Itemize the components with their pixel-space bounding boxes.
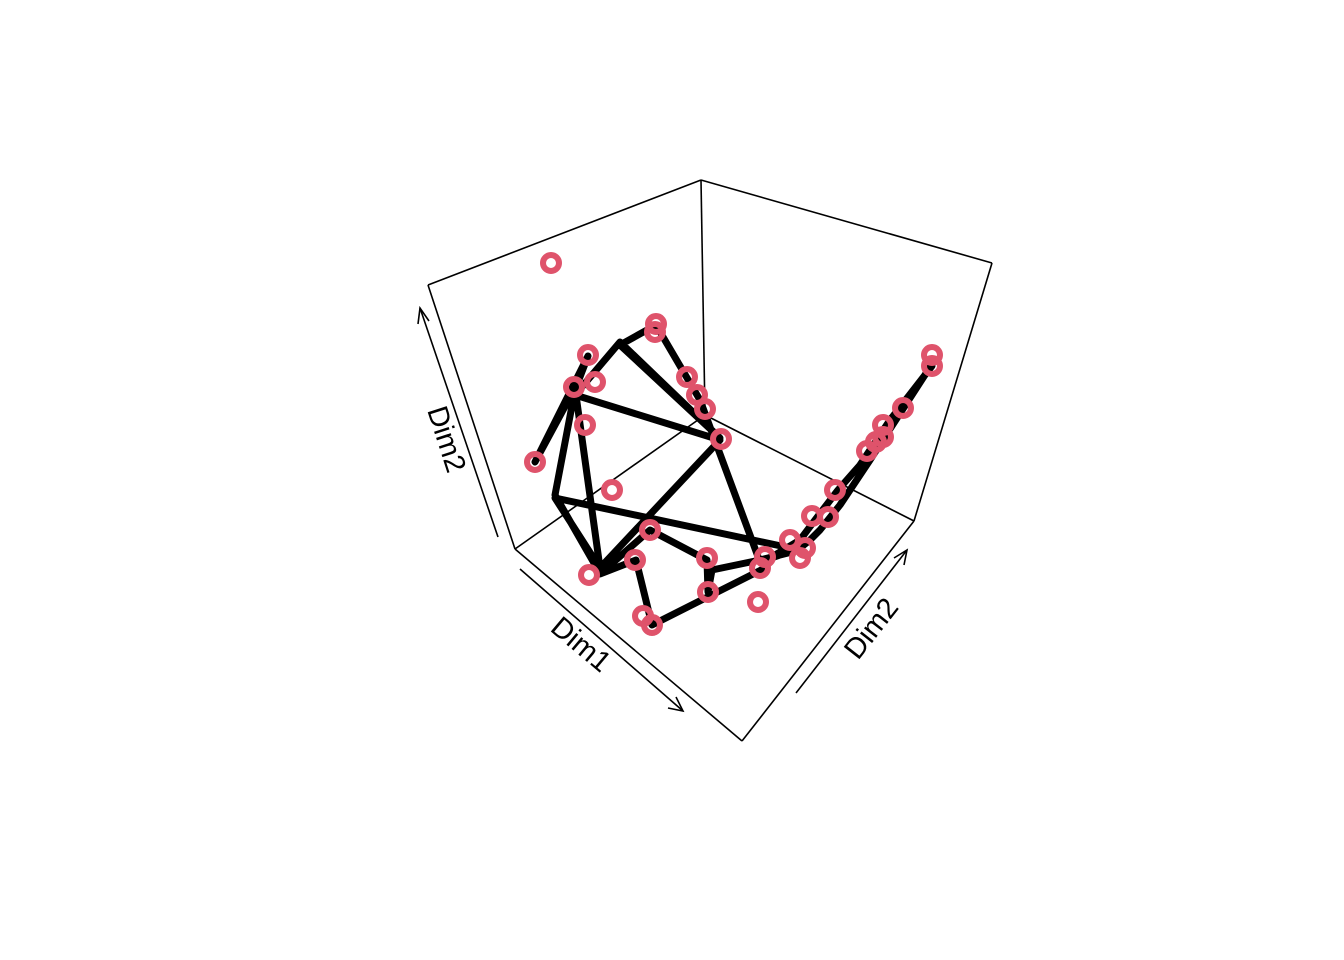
data-point-7	[676, 366, 698, 388]
box-edge-right-vertical	[913, 262, 993, 522]
data-point-28	[817, 506, 839, 528]
data-point-4	[577, 344, 599, 366]
data-point-17	[578, 564, 600, 586]
x-axis-arrowhead	[667, 696, 685, 713]
data-point-9	[694, 398, 716, 420]
chart-box	[427, 179, 993, 742]
data-point-1	[540, 252, 562, 274]
y-axis-label: Dim2	[838, 592, 905, 665]
data-point-20	[641, 614, 663, 636]
box-edge-floor-front-right	[741, 520, 915, 742]
data-point-23	[754, 546, 776, 568]
data-point-5	[563, 376, 585, 398]
data-point-13	[601, 479, 623, 501]
data-point-36	[921, 355, 943, 377]
data-point-15	[624, 549, 646, 571]
points-layer	[524, 252, 943, 636]
data-point-10	[574, 414, 596, 436]
data-point-16	[696, 547, 718, 569]
y-axis-arrow	[795, 549, 908, 694]
data-point-29	[824, 479, 846, 501]
data-point-35	[921, 344, 943, 366]
data-point-26	[789, 547, 811, 569]
data-point-32	[872, 414, 894, 436]
axis-arrows	[417, 305, 909, 713]
data-point-33	[872, 426, 894, 448]
box-edge-left-vertical	[427, 284, 516, 550]
data-point-12	[524, 451, 546, 473]
z-axis-arrow	[419, 307, 499, 538]
data-point-6	[584, 371, 606, 393]
box-edge-back-right-top	[700, 179, 993, 264]
box-edge-floor-back-right	[704, 414, 915, 522]
data-point-34	[892, 397, 914, 419]
data-point-14	[639, 519, 661, 541]
x-axis-arrow	[519, 568, 684, 712]
box-edge-back-left-top	[427, 179, 702, 286]
data-point-18	[697, 581, 719, 603]
z-axis-arrowhead	[417, 305, 430, 325]
data-point-3	[644, 321, 666, 343]
data-point-11	[710, 428, 732, 450]
y-axis-arrowhead	[893, 548, 909, 566]
box-edge-back-vertical	[700, 179, 706, 416]
box-edge-floor-front-left	[514, 548, 743, 742]
data-point-21	[747, 591, 769, 613]
